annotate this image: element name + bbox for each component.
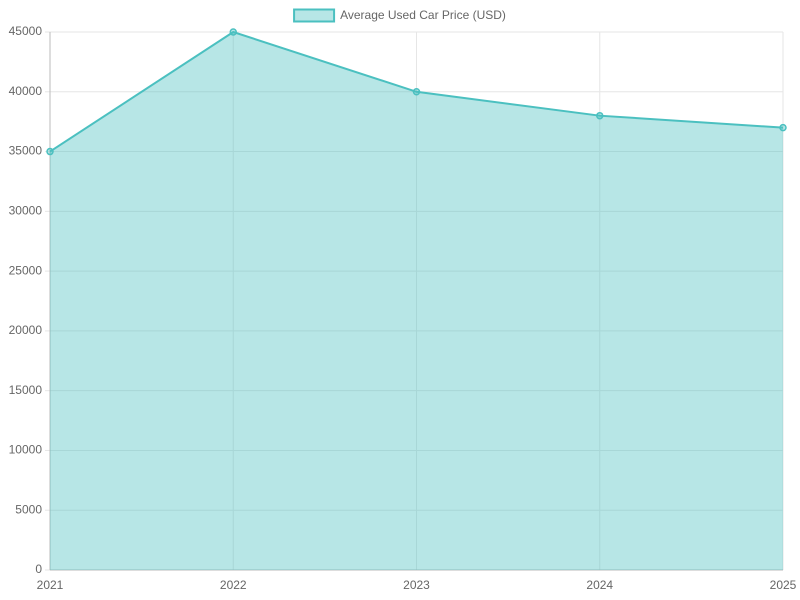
point	[412, 88, 421, 96]
y-tick-label: 30000	[9, 204, 43, 218]
line	[49, 30, 784, 153]
x-tick-label: 2022	[220, 578, 247, 592]
x-tick-label: 2025	[770, 578, 797, 592]
point	[779, 123, 787, 132]
y-tick-label: 15000	[9, 383, 43, 397]
point	[46, 147, 54, 156]
area	[50, 32, 783, 570]
legend-swatch	[293, 8, 336, 23]
y-tick-label: 0	[35, 562, 42, 576]
x-tick-label: 2023	[403, 578, 430, 592]
y-tick-label: 45000	[9, 24, 43, 38]
x-tick-label: 2021	[37, 578, 64, 592]
point	[596, 111, 604, 120]
x-tick-label: 2024	[586, 578, 613, 592]
legend-label: Average Used Car Price (USD)	[340, 8, 506, 22]
y-tick-label: 5000	[15, 502, 42, 516]
y-tick-label: 10000	[9, 443, 43, 457]
y-tick-label: 20000	[9, 323, 43, 337]
point	[229, 28, 237, 36]
y-tick-label: 25000	[9, 263, 43, 277]
y-tick-label: 35000	[9, 144, 43, 158]
y-tick-label: 40000	[9, 84, 43, 98]
